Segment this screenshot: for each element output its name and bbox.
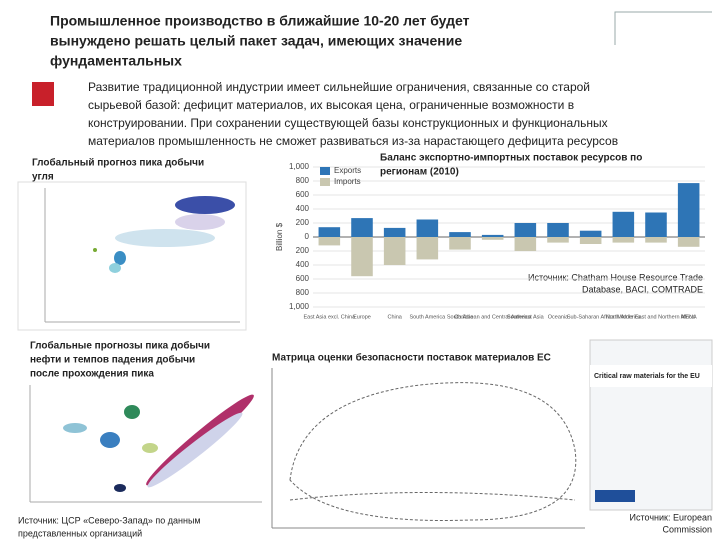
x-tick-label: Southeast Asia xyxy=(507,314,545,320)
point-text: Развитие традиционной индустрии имеет си… xyxy=(88,80,590,94)
report-cover xyxy=(589,339,713,511)
page-frame xyxy=(614,11,712,45)
bar xyxy=(645,212,667,237)
title: фундаментальных xyxy=(50,53,182,69)
x-tick-label: South Asia xyxy=(447,314,474,320)
bar xyxy=(318,227,341,237)
badge-box xyxy=(32,82,54,106)
y-tick-label: 800 xyxy=(296,176,310,185)
x-tick-label: Middle East and Northern Africa xyxy=(617,314,696,320)
source: Источник: ЦСР «Северо-Запад» по данным xyxy=(18,515,201,525)
y-axis-label: Billion $ xyxy=(275,222,284,251)
bar xyxy=(645,237,667,243)
caption: нефти и темпов падения добычи xyxy=(30,354,195,366)
bar xyxy=(547,237,569,243)
caption: Глобальные прогнозы пика добычи xyxy=(30,340,210,352)
x-tick-label: MENA xyxy=(681,314,697,320)
y-tick-label: 800 xyxy=(296,288,310,297)
y-tick-label: 200 xyxy=(296,246,310,255)
bar xyxy=(579,237,602,244)
bar xyxy=(481,237,504,240)
y-tick-label: 400 xyxy=(296,260,310,269)
x-tick-label: Oceania xyxy=(548,314,569,320)
bar xyxy=(449,232,471,237)
x-tick-label: Europe xyxy=(353,314,371,320)
bar xyxy=(514,223,537,237)
bar xyxy=(677,183,700,237)
cover-title: Critical raw materials for the EU xyxy=(594,373,700,380)
title: вынуждено решать целый пакет задач, имею… xyxy=(50,33,462,49)
legend-label: Imports xyxy=(334,177,361,186)
source: Источник: Chatham House Resource Trade xyxy=(528,272,703,282)
legend-label: Exports xyxy=(334,166,361,175)
source: Commission xyxy=(662,524,712,534)
bar xyxy=(481,234,504,237)
bar xyxy=(579,230,602,237)
bar xyxy=(383,227,406,237)
y-tick-label: 200 xyxy=(296,218,310,227)
y-tick-label: 600 xyxy=(296,274,310,283)
bar xyxy=(416,219,439,237)
source: представленных организаций xyxy=(18,528,142,538)
x-tick-label: North America xyxy=(606,314,642,320)
bar xyxy=(351,237,373,277)
bar xyxy=(383,237,406,265)
coal-chart xyxy=(17,181,247,331)
bar xyxy=(416,237,439,260)
y-tick-label: 1,000 xyxy=(289,162,310,171)
chart-title: Баланс экспортно-импортных поставок ресу… xyxy=(380,153,642,164)
bar xyxy=(351,218,373,237)
x-tick-label: Caribbean and Central America xyxy=(454,314,532,320)
point-text: конструировании. При сохранении существу… xyxy=(88,116,608,130)
x-tick-label: Sub-Saharan Africa xyxy=(567,314,616,320)
caption: угля xyxy=(32,172,54,183)
caption: Глобальный прогноз пика добычи xyxy=(32,157,204,169)
x-tick-label: South America xyxy=(409,314,446,320)
bar xyxy=(318,237,341,246)
point-text: сырьевой базой: дефицит материалов, их в… xyxy=(88,98,574,112)
source: Database, BACI, COMTRADE xyxy=(582,284,703,294)
x-tick-label: China xyxy=(387,314,402,320)
bar xyxy=(449,237,471,250)
y-tick-label: 600 xyxy=(296,190,310,199)
title: Промышленное производство в ближайшие 10… xyxy=(50,13,470,29)
bar xyxy=(677,237,700,247)
point-text: материалов промышленность не сможет разв… xyxy=(88,134,618,148)
bar xyxy=(612,237,635,243)
legend-swatch xyxy=(320,178,330,186)
caption: после прохождения пика xyxy=(30,369,154,380)
oil-chart xyxy=(29,385,262,503)
chart-title: регионам (2010) xyxy=(380,167,459,178)
y-tick-label: 0 xyxy=(305,232,310,241)
x-tick-label: East Asia excl. China xyxy=(303,314,356,320)
bar xyxy=(612,211,635,237)
source: Источник: European xyxy=(630,512,712,522)
legend-swatch xyxy=(320,167,330,175)
y-tick-label: 400 xyxy=(296,204,310,213)
matrix-chart xyxy=(271,368,585,529)
caption: Матрица оценки безопасности поставок мат… xyxy=(272,352,551,364)
bar xyxy=(547,223,569,237)
y-tick-label: 1,000 xyxy=(289,302,310,311)
bar xyxy=(514,237,537,251)
